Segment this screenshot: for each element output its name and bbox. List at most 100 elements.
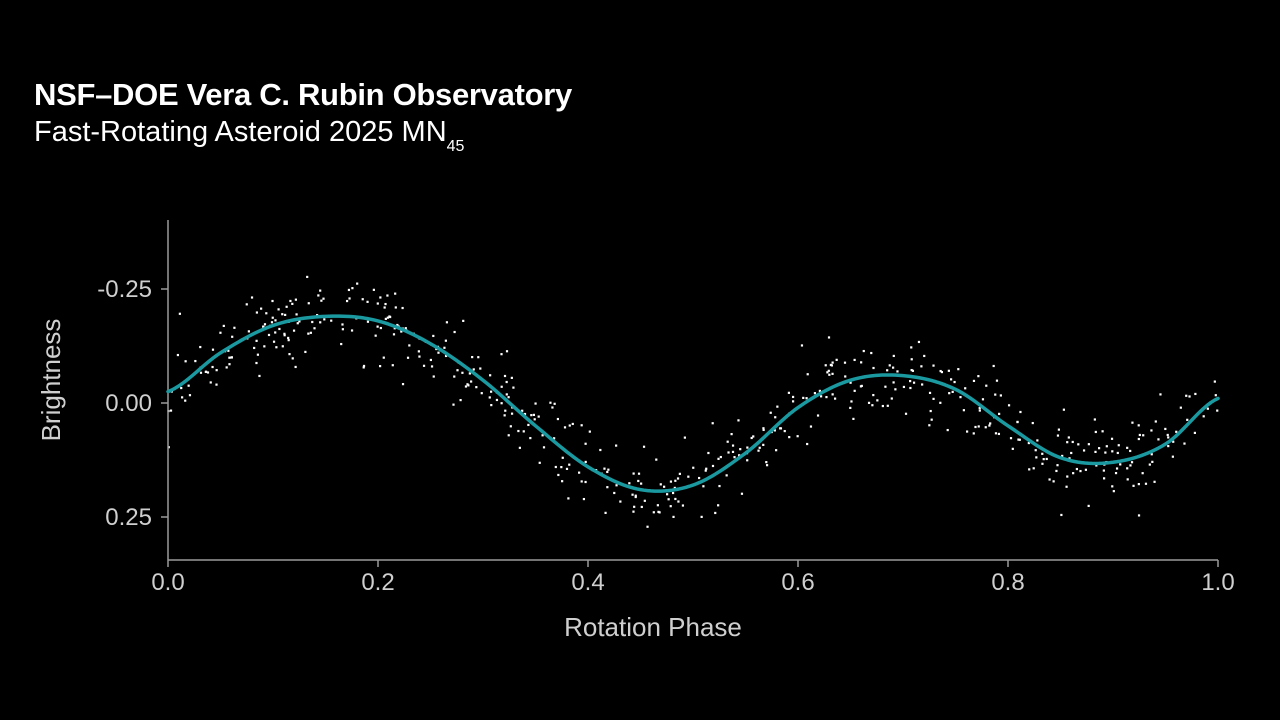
data-point xyxy=(319,289,322,292)
data-point xyxy=(739,448,742,451)
data-point xyxy=(637,472,641,475)
data-point xyxy=(666,493,669,496)
data-point xyxy=(917,340,921,344)
data-point xyxy=(228,356,231,359)
data-point xyxy=(505,380,508,384)
data-point xyxy=(831,393,834,396)
data-point xyxy=(580,480,583,483)
data-point xyxy=(599,448,602,452)
data-point xyxy=(1194,392,1197,396)
data-point xyxy=(702,485,705,488)
data-point xyxy=(802,396,805,399)
page-title: NSF–DOE Vera C. Rubin Observatory xyxy=(34,77,572,112)
data-point xyxy=(215,383,218,386)
data-point xyxy=(1114,471,1118,475)
data-point xyxy=(1104,451,1107,454)
data-point xyxy=(909,379,912,383)
data-point xyxy=(1095,464,1098,467)
data-point xyxy=(560,466,563,469)
x-tick-label: 0.0 xyxy=(151,569,184,596)
data-point xyxy=(849,406,852,409)
data-point xyxy=(1079,469,1082,473)
data-point xyxy=(527,423,530,427)
data-point xyxy=(788,436,791,439)
data-point xyxy=(453,375,456,378)
data-point xyxy=(642,445,646,448)
data-point xyxy=(676,477,680,480)
data-point xyxy=(538,461,541,464)
data-point xyxy=(707,451,710,455)
data-point xyxy=(296,322,299,325)
data-point xyxy=(554,465,557,469)
data-point xyxy=(994,393,997,396)
data-point xyxy=(717,504,720,507)
data-point xyxy=(313,327,316,330)
data-point xyxy=(886,369,889,372)
data-point xyxy=(977,375,980,378)
data-point xyxy=(930,418,933,421)
data-point xyxy=(1041,452,1044,455)
data-point xyxy=(459,398,462,402)
data-point xyxy=(806,373,809,376)
data-point xyxy=(184,360,187,363)
y-axis-label: Brightness xyxy=(36,319,66,442)
data-point xyxy=(981,398,985,401)
data-point xyxy=(985,384,988,387)
data-point xyxy=(311,320,314,324)
data-point xyxy=(820,395,823,398)
data-point xyxy=(1137,424,1140,427)
data-point xyxy=(561,480,564,483)
data-point xyxy=(322,297,325,300)
data-point xyxy=(923,354,926,358)
data-point xyxy=(1111,450,1114,453)
data-point xyxy=(1057,428,1060,431)
data-point xyxy=(477,356,480,359)
data-point xyxy=(468,372,471,375)
data-point xyxy=(737,419,740,422)
data-point xyxy=(556,417,560,421)
data-point xyxy=(978,407,981,410)
data-point xyxy=(800,344,804,347)
data-point xyxy=(490,390,493,393)
data-point xyxy=(211,365,214,369)
data-point xyxy=(341,323,344,326)
data-point xyxy=(640,482,643,485)
data-point xyxy=(176,353,180,357)
data-point xyxy=(1166,433,1169,437)
data-point xyxy=(222,324,225,328)
data-point xyxy=(445,321,449,324)
data-point xyxy=(1193,431,1196,434)
data-point xyxy=(853,358,856,362)
data-point xyxy=(376,302,379,305)
data-point xyxy=(921,383,924,386)
data-point xyxy=(394,292,397,295)
data-point xyxy=(384,317,387,320)
data-point xyxy=(475,386,478,389)
data-point xyxy=(998,412,1001,415)
data-point xyxy=(765,464,769,467)
data-point xyxy=(752,435,755,438)
data-point xyxy=(584,442,587,445)
data-point xyxy=(909,386,912,390)
data-point xyxy=(1018,438,1021,441)
data-point xyxy=(309,331,312,334)
data-point xyxy=(860,384,863,388)
data-point xyxy=(274,331,277,334)
data-point xyxy=(606,486,609,489)
data-point xyxy=(656,504,659,507)
axis-ticks: 0.0 0.2 0.4 0.6 0.8 1.0 -0.25 0.00 0.25 xyxy=(97,276,1234,596)
data-point xyxy=(384,302,387,306)
data-point xyxy=(962,409,965,412)
data-point xyxy=(663,485,666,488)
data-point xyxy=(219,331,222,334)
data-point xyxy=(1087,504,1090,508)
data-point xyxy=(361,298,364,301)
data-point xyxy=(1213,380,1216,383)
data-point xyxy=(683,436,686,439)
data-point xyxy=(417,350,420,353)
data-point xyxy=(655,458,658,461)
data-point xyxy=(362,366,365,369)
data-point xyxy=(892,366,895,369)
data-point xyxy=(1028,468,1031,471)
